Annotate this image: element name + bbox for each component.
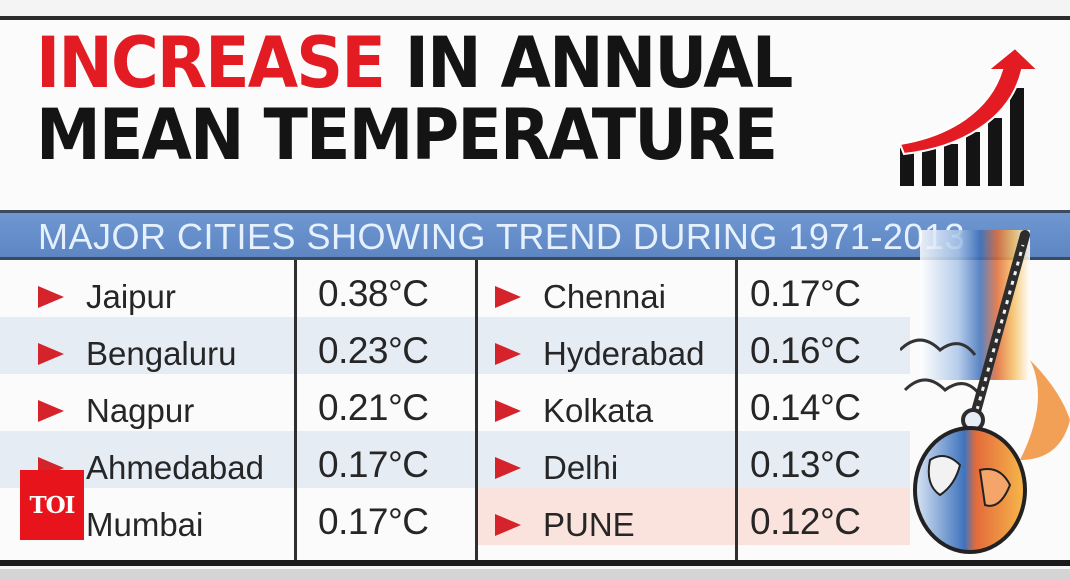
- temperature-value: 0.38°C: [318, 272, 429, 314]
- city-name: Kolkata: [543, 391, 654, 429]
- city-cell: Ahmedabad: [38, 439, 264, 496]
- city-cell: Delhi: [495, 439, 618, 496]
- value-cell: 0.17°C: [318, 493, 429, 550]
- bottom-strip: [0, 566, 1070, 579]
- column-divider: [735, 260, 738, 565]
- temperature-value: 0.16°C: [750, 329, 861, 371]
- temperature-value: 0.23°C: [318, 329, 429, 371]
- headline-line-1-rest: IN ANNUAL: [383, 22, 794, 104]
- top-strip: [0, 0, 1070, 16]
- headline-line-2: MEAN TEMPERATURE: [36, 94, 778, 176]
- city-name: Chennai: [543, 277, 666, 315]
- headline-accent: INCREASE: [36, 22, 386, 104]
- value-cell: 0.16°C: [750, 322, 861, 379]
- city-name: Delhi: [543, 448, 619, 486]
- city-name: Ahmedabad: [86, 448, 264, 486]
- headline-line-1: INCREASE IN ANNUAL: [36, 28, 793, 100]
- temperature-value: 0.17°C: [750, 272, 861, 314]
- temperature-value: 0.17°C: [318, 500, 429, 542]
- red-arrowhead-icon: [38, 285, 64, 308]
- city-cell: Bengaluru: [38, 325, 236, 382]
- value-cell: 0.21°C: [318, 379, 429, 436]
- value-cell: 0.17°C: [318, 436, 429, 493]
- value-cell: 0.17°C: [750, 265, 861, 322]
- column-divider: [294, 260, 297, 565]
- value-cell-highlighted: 0.12°C: [750, 493, 861, 550]
- city-cell-highlighted: PUNE: [495, 496, 635, 553]
- city-cell: Jaipur: [38, 268, 176, 325]
- pune-highlight: [478, 488, 910, 545]
- table-row: [0, 317, 910, 374]
- red-arrowhead-icon: [38, 342, 64, 365]
- city-cell: Hyderabad: [495, 325, 704, 382]
- temperature-value: 0.17°C: [318, 443, 429, 485]
- top-rule: [0, 16, 1070, 20]
- red-arrowhead-icon: [38, 399, 64, 422]
- city-cell: Nagpur: [38, 382, 194, 439]
- column-divider: [475, 260, 478, 565]
- bottom-rule: [0, 560, 1070, 566]
- city-name: Mumbai: [86, 505, 204, 543]
- value-cell: 0.23°C: [318, 322, 429, 379]
- city-name-highlighted: PUNE: [543, 505, 635, 543]
- city-name: Nagpur: [86, 391, 195, 429]
- value-cell: 0.14°C: [750, 379, 861, 436]
- temperature-value: 0.13°C: [750, 443, 861, 485]
- city-name: Bengaluru: [86, 334, 237, 372]
- red-arrowhead-icon: [495, 342, 521, 365]
- toi-logo: TOI: [20, 470, 84, 540]
- subheader-bar: MAJOR CITIES SHOWING TREND DURING 1971-2…: [0, 210, 1070, 260]
- red-arrowhead-icon: [495, 399, 521, 422]
- subheader-text: MAJOR CITIES SHOWING TREND DURING 1971-2…: [38, 216, 966, 257]
- temperature-value: 0.21°C: [318, 386, 429, 428]
- red-arrowhead-icon: [495, 285, 521, 308]
- red-arrowhead-icon: [495, 456, 521, 479]
- rising-bar-chart-arrow-icon: [898, 46, 1040, 186]
- city-name: Jaipur: [86, 277, 176, 315]
- city-name: Hyderabad: [543, 334, 705, 372]
- globe-thermometer-illustration: [900, 230, 1070, 554]
- temperature-value: 0.14°C: [750, 386, 861, 428]
- temperature-value-highlighted: 0.12°C: [750, 500, 861, 542]
- city-cell: Chennai: [495, 268, 666, 325]
- headline: INCREASE IN ANNUAL MEAN TEMPERATURE: [36, 28, 793, 176]
- city-cell: Kolkata: [495, 382, 653, 439]
- table-row: [0, 431, 910, 488]
- temperature-table: Jaipur 0.38°C Bengaluru 0.23°C Nagpur 0.…: [0, 260, 910, 565]
- red-arrowhead-icon: [495, 513, 521, 536]
- value-cell: 0.13°C: [750, 436, 861, 493]
- value-cell: 0.38°C: [318, 265, 429, 322]
